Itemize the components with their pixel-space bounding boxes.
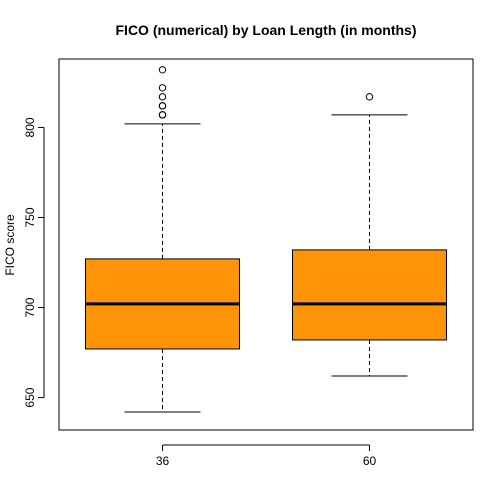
box-iqr: [292, 249, 447, 341]
y-tick-label: 650: [23, 387, 37, 407]
outlier-point: [158, 111, 167, 119]
outlier-point: [158, 93, 167, 101]
y-tick-label: 750: [23, 207, 37, 227]
chart-title: FICO (numerical) by Loan Length (in mont…: [116, 22, 417, 38]
y-axis-label: FICO score: [3, 214, 17, 276]
chart-marks: 650 700 750 800 36 60: [23, 66, 447, 468]
outlier-point: [158, 84, 167, 92]
plot-frame: [58, 58, 474, 431]
outlier-point: [158, 66, 167, 74]
x-tick-label: 60: [363, 454, 377, 468]
y-tick-label: 700: [23, 297, 37, 317]
outlier-point: [158, 102, 167, 110]
x-tick-label: 36: [156, 454, 170, 468]
y-tick-label: 800: [23, 117, 37, 137]
outlier-point: [365, 93, 374, 101]
